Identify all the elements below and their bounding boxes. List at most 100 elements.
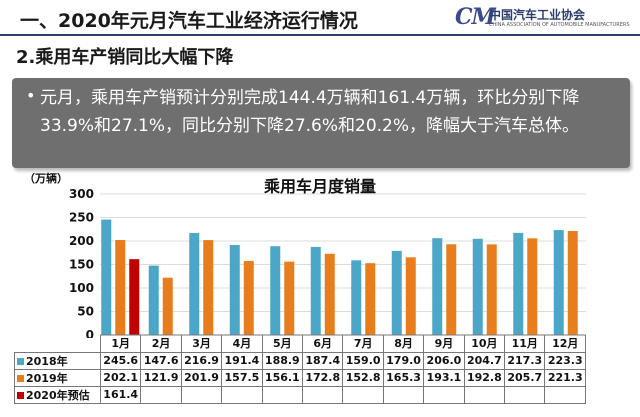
- bar-2018年-12月: [553, 230, 564, 335]
- caam-logo: CM 中国汽车工业协会 CHINA ASSOCIATION OF AUTOMOB…: [455, 4, 630, 32]
- page-title: 一、2020年元月汽车工业经济运行情况: [20, 10, 358, 32]
- summary-text: 元月，乘用车产销预计分别完成144.4万辆和161.4万辆，环比分别下降33.9…: [40, 88, 580, 136]
- table-month-4: 4月: [221, 335, 263, 353]
- bar-2018年-7月: [351, 260, 362, 335]
- bar-2019年-11月: [527, 238, 538, 335]
- bar-2018年-3月: [189, 233, 200, 335]
- table-cell: [261, 385, 304, 404]
- table-cell: 152.8: [342, 368, 384, 387]
- bar-2018年-6月: [310, 246, 321, 335]
- table-month-7: 7月: [342, 335, 384, 353]
- table-cell: [140, 385, 182, 404]
- table-row-2019: 2019年 202.1 121.9 201.9 157.5 156.1 172.8 152.…: [14, 368, 586, 387]
- gridlines: [100, 193, 586, 336]
- bar-2018年-2月: [148, 265, 159, 335]
- table-cell: [382, 385, 425, 404]
- table-cell: 161.4: [99, 385, 142, 404]
- summary-box: [12, 78, 630, 168]
- bar-2019年-5月: [284, 261, 295, 335]
- y-tick-label: 250: [69, 211, 94, 225]
- legend-swatch-2019: [17, 374, 24, 382]
- table-cell: 193.1: [423, 368, 465, 387]
- table-month-2: 2月: [140, 335, 182, 353]
- bar-2018年-5月: [270, 246, 281, 335]
- table-cell: 187.4: [302, 351, 344, 370]
- table-cell: 221.3: [544, 368, 586, 387]
- legend-2020: 2020年预估: [14, 385, 101, 404]
- table-cell: 204.7: [463, 351, 506, 370]
- bars: [101, 219, 578, 335]
- table-cell: 192.8: [463, 368, 506, 387]
- bar-2019年-12月: [567, 230, 578, 335]
- y-axis-label: （万辆）: [24, 171, 68, 185]
- table-row-2020: 2020年预估 161.4: [14, 385, 586, 404]
- table-month-12: 12月: [544, 335, 586, 353]
- bar-2019年-2月: [162, 277, 173, 335]
- y-tick-label: 50: [77, 305, 94, 319]
- table-cell: [504, 385, 546, 404]
- logo-subtext: CHINA ASSOCIATION OF AUTOMOBILE MANUFACT…: [489, 22, 630, 28]
- bar-2018年-4月: [229, 245, 240, 335]
- table-cell: 165.3: [382, 368, 425, 387]
- table-cell: 147.6: [140, 351, 182, 370]
- bar-2018年-1月: [101, 219, 112, 335]
- table-cell: [180, 385, 223, 404]
- table-cell: 188.9: [261, 351, 304, 370]
- bar-2019年-8月: [405, 257, 416, 335]
- bar-2018年-8月: [391, 250, 402, 335]
- chart-title: 乘用车月度销量: [263, 177, 376, 196]
- table-cell: [423, 385, 465, 404]
- table-cell: 202.1: [99, 368, 142, 387]
- legend-2019: 2019年: [14, 368, 101, 387]
- y-tick-label: 150: [69, 258, 94, 272]
- table-row-2018: 2018年 245.6 147.6 216.9 191.4 188.9 187.4 159.…: [14, 351, 586, 370]
- table-cell: 159.0: [342, 351, 384, 370]
- table-cell: 223.3: [544, 351, 586, 370]
- bar-2019年-1月: [115, 240, 126, 335]
- table-cell: 172.8: [302, 368, 344, 387]
- bar-2018年-10月: [472, 238, 483, 335]
- table-month-1: 1月: [99, 335, 142, 353]
- table-cell: 191.4: [221, 351, 263, 370]
- table-header-row: 1月 2月 3月 4月 5月 6月 7月 8月 9月 10月 11月 12月: [15, 335, 586, 353]
- table-cell: 156.1: [261, 368, 304, 387]
- table-cell: 245.6: [99, 351, 142, 370]
- legend-swatch-2018: [17, 357, 24, 365]
- table-cell: 216.9: [180, 351, 223, 370]
- table-month-8: 8月: [382, 335, 425, 353]
- table-month-5: 5月: [261, 335, 304, 353]
- logo-mark: CM: [455, 4, 496, 30]
- logo-text: 中国汽车工业协会: [489, 8, 586, 22]
- legend-swatch-2020: [17, 391, 24, 399]
- y-axis-ticks: 0 50 100 150 200 250 300: [69, 187, 94, 338]
- section-subtitle: 2.乘用车产销同比大幅下降: [16, 47, 234, 68]
- bar-2019年-4月: [243, 260, 254, 335]
- table-cell: 217.3: [504, 351, 546, 370]
- table-cell: [221, 385, 263, 404]
- y-tick-label: 200: [69, 234, 94, 248]
- bar-2020年预估-1月: [129, 259, 140, 335]
- table-cell: 206.0: [423, 351, 465, 370]
- table-cell: 121.9: [140, 368, 182, 387]
- data-table: 1月 2月 3月 4月 5月 6月 7月 8月 9月 10月 11月 12月 2018年 245.6 1…: [14, 335, 586, 404]
- legend-2018: 2018年: [14, 351, 101, 370]
- table-month-9: 9月: [423, 335, 465, 353]
- slide-header: 一、2020年元月汽车工业经济运行情况 CM 中国汽车工业协会 CHINA AS…: [0, 0, 640, 36]
- table-cell: [342, 385, 384, 404]
- table-cell: [302, 385, 344, 404]
- y-tick-label: 0: [86, 328, 94, 338]
- bar-2018年-11月: [513, 232, 524, 335]
- table-cell: [544, 385, 586, 404]
- monthly-sales-chart: 乘用车月度销量 （万辆） 0 50 100 150 200 250 300: [24, 171, 586, 338]
- table-month-3: 3月: [180, 335, 223, 353]
- table-month-10: 10月: [463, 335, 506, 353]
- summary-bullet: •: [26, 86, 36, 105]
- table-cell: 157.5: [221, 368, 263, 387]
- bar-2019年-10月: [486, 244, 497, 335]
- table-month-11: 11月: [504, 335, 546, 353]
- bar-2019年-3月: [203, 240, 214, 335]
- table-cell: 201.9: [180, 368, 223, 387]
- y-tick-label: 300: [69, 187, 94, 201]
- bar-2019年-9月: [446, 244, 457, 335]
- table-cell: [463, 385, 506, 404]
